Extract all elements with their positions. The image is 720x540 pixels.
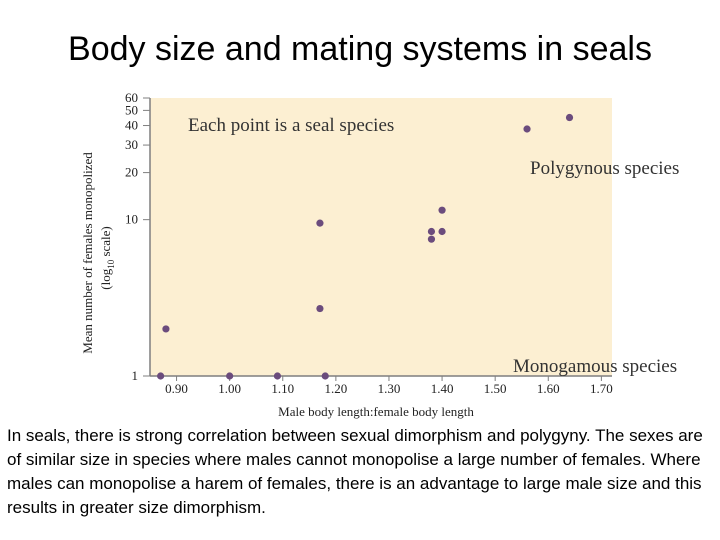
x-tick-label: 1.50	[484, 381, 507, 396]
annotation-each-point: Each point is a seal species	[188, 115, 394, 136]
x-axis-label: Male body length:female body length	[278, 404, 474, 419]
data-point	[162, 325, 170, 333]
data-point	[427, 235, 436, 243]
data-point	[226, 372, 234, 380]
slide-title: Body size and mating systems in seals	[68, 30, 652, 68]
data-point	[321, 372, 329, 380]
data-point	[316, 304, 324, 313]
data-point	[438, 206, 446, 214]
x-tick-label: 1.60	[537, 381, 560, 396]
x-ticks: 0.90 1.00 1.10 1.20 1.30 1.40 1.50 1.60 1.70	[165, 376, 613, 396]
y-axis-label-scale: (log10 scale)	[98, 226, 116, 290]
y-tick-label: 40	[125, 118, 138, 133]
y-tick-label: 20	[125, 165, 138, 180]
data-point	[273, 372, 282, 380]
x-tick-label: 1.20	[324, 381, 347, 396]
x-tick-label: 1.70	[590, 381, 613, 396]
y-tick-label: 1	[132, 368, 139, 383]
y-tick-label: 30	[125, 137, 138, 152]
data-point	[565, 113, 574, 122]
data-point	[427, 227, 436, 236]
annotation-monogamous: Monogamous species	[513, 356, 677, 377]
data-point	[316, 219, 324, 227]
x-tick-label: 1.40	[431, 381, 454, 396]
data-points	[157, 113, 574, 380]
x-tick-label: 0.90	[165, 381, 188, 396]
data-point	[157, 372, 165, 380]
data-point	[523, 125, 531, 133]
plot-background	[150, 98, 612, 376]
y-tick-label: 60	[125, 90, 138, 105]
y-tick-label: 10	[125, 212, 138, 227]
x-tick-label: 1.00	[218, 381, 241, 396]
annotation-polygynous: Polygynous species	[530, 158, 679, 179]
seal-scatter-chart: 0.90 1.00 1.10 1.20 1.30 1.40 1.50 1.60 1.70 1 10…	[80, 90, 679, 419]
x-tick-label: 1.30	[378, 381, 401, 396]
data-point	[438, 227, 446, 236]
y-tick-label: 50	[125, 102, 138, 117]
y-axis-label: Mean number of females monopolized	[80, 152, 95, 354]
caption-text: In seals, there is strong correlation be…	[7, 426, 703, 517]
x-tick-label: 1.10	[271, 381, 294, 396]
